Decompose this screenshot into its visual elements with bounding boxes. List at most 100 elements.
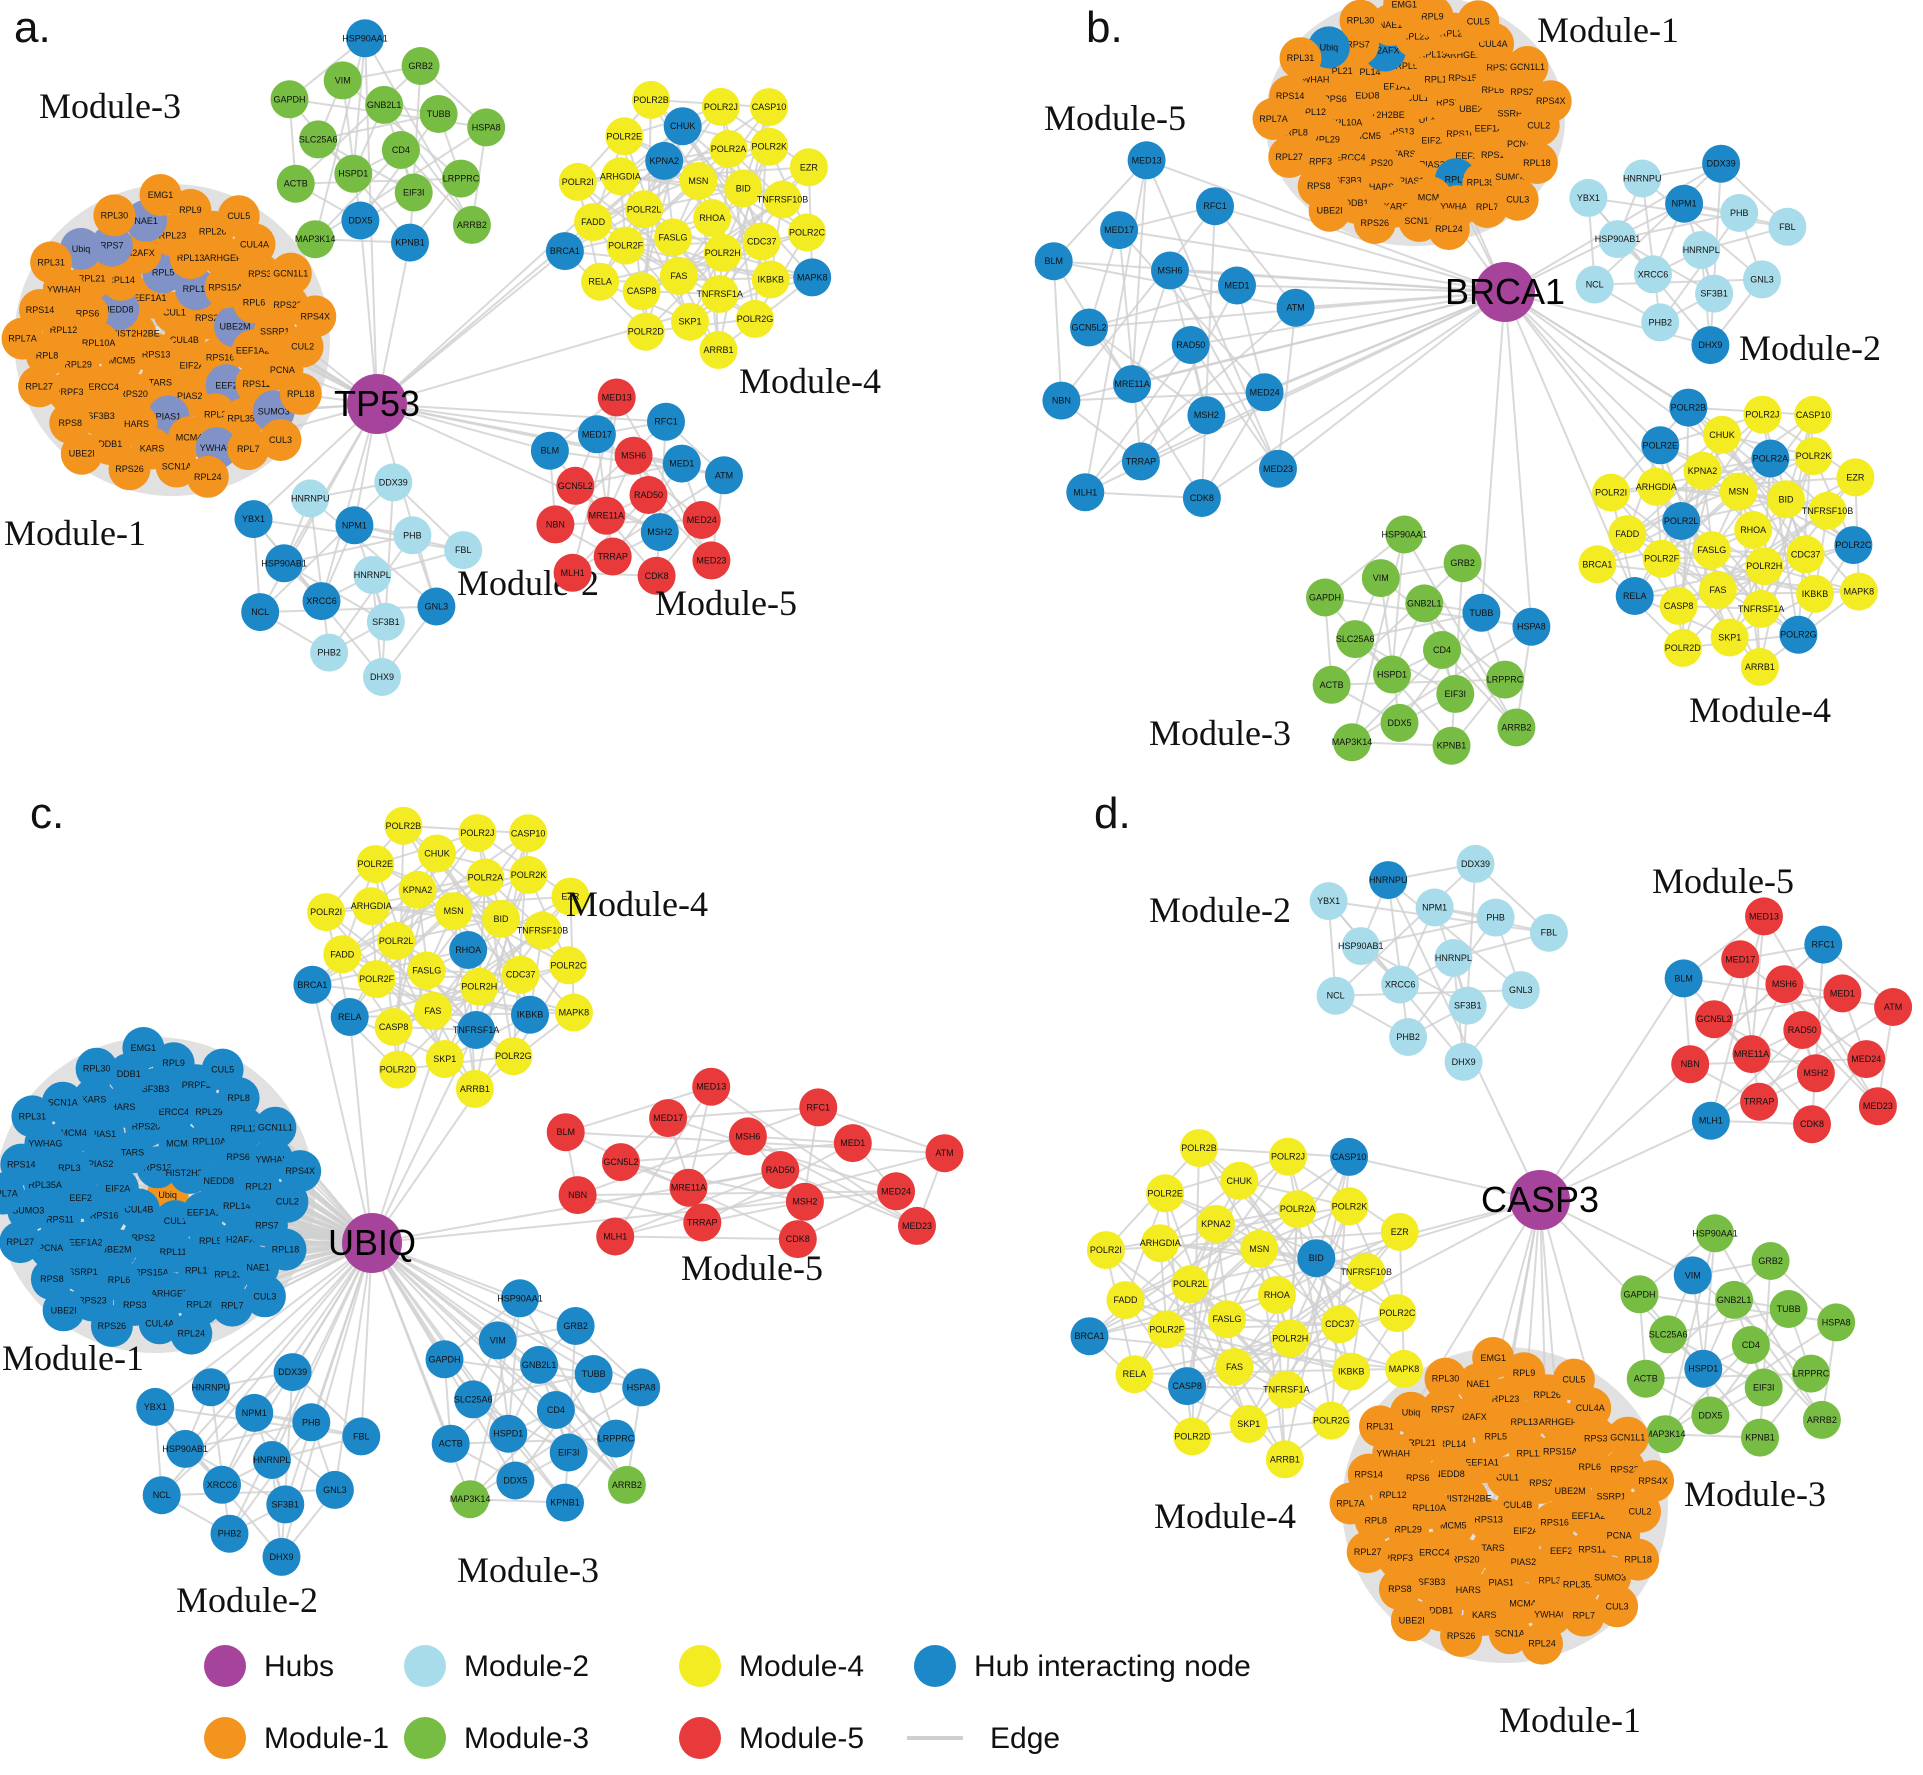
- node-CUL3[interactable]: [1496, 178, 1539, 221]
- node-HNRNPU[interactable]: [1623, 159, 1662, 198]
- node-VIM[interactable]: [478, 1321, 517, 1360]
- node-GRB2[interactable]: [556, 1307, 595, 1345]
- node-FAS[interactable]: [1698, 571, 1737, 609]
- node-CDC37[interactable]: [501, 955, 540, 994]
- node-HSP90AB1[interactable]: [265, 544, 304, 583]
- node-RPL7A[interactable]: [1, 317, 44, 360]
- node-GAPDH[interactable]: [270, 80, 309, 119]
- node-DHX9[interactable]: [1444, 1042, 1483, 1081]
- node-HSP90AA1[interactable]: [1385, 515, 1424, 554]
- node-SKP1[interactable]: [425, 1040, 464, 1078]
- node-CASP10[interactable]: [1330, 1137, 1369, 1176]
- node-GCN1L1[interactable]: [1506, 46, 1549, 88]
- node-TRRAP[interactable]: [1121, 442, 1160, 481]
- node-PHB[interactable]: [292, 1403, 331, 1442]
- node-MLH1[interactable]: [1691, 1101, 1730, 1140]
- node-RHOA[interactable]: [693, 199, 732, 237]
- node-RPS26[interactable]: [1440, 1615, 1483, 1657]
- node-KPNB1[interactable]: [1741, 1418, 1779, 1457]
- node-RPS26[interactable]: [1353, 202, 1396, 244]
- node-ATM[interactable]: [1874, 988, 1913, 1026]
- node-RPL18[interactable]: [279, 372, 322, 415]
- node-CUL3[interactable]: [243, 1275, 286, 1318]
- node-RPS26[interactable]: [108, 448, 151, 491]
- node-ARRB1[interactable]: [1265, 1440, 1304, 1479]
- node-CHUK[interactable]: [663, 107, 702, 146]
- node-MSN[interactable]: [1719, 472, 1758, 511]
- node-MED23[interactable]: [692, 541, 731, 580]
- node-FBL[interactable]: [1529, 913, 1568, 952]
- node-CD4[interactable]: [1423, 631, 1461, 669]
- node-MED1[interactable]: [662, 444, 701, 483]
- node-GNB2L1[interactable]: [1715, 1280, 1754, 1319]
- node-POLR2C[interactable]: [549, 946, 588, 985]
- node-TUBB[interactable]: [574, 1355, 613, 1393]
- node-EIF3I[interactable]: [1436, 674, 1475, 713]
- node-MAPK8[interactable]: [1385, 1349, 1423, 1388]
- node-CUL5[interactable]: [1457, 0, 1500, 43]
- node-HSPA8[interactable]: [467, 108, 506, 147]
- node-MRE11A[interactable]: [587, 496, 626, 535]
- node-POLR2L[interactable]: [377, 921, 416, 960]
- node-MED13[interactable]: [597, 378, 636, 417]
- node-MAPK8[interactable]: [1839, 572, 1878, 611]
- node-HNRNPL[interactable]: [1434, 939, 1473, 977]
- node-POLR2H[interactable]: [1271, 1319, 1310, 1358]
- node-NCL[interactable]: [1575, 265, 1614, 304]
- node-MED1[interactable]: [1218, 266, 1256, 305]
- node-NPM1[interactable]: [1415, 888, 1454, 927]
- node-RPS26[interactable]: [90, 1305, 133, 1347]
- node-SLC25A6[interactable]: [454, 1380, 493, 1419]
- node-YBX1[interactable]: [1309, 882, 1348, 921]
- node-RPL7[interactable]: [227, 428, 270, 471]
- node-KPNB1[interactable]: [546, 1483, 584, 1522]
- node-HSPA8[interactable]: [1512, 607, 1551, 646]
- node-RPL24[interactable]: [1427, 208, 1470, 250]
- node-LRPPRC[interactable]: [442, 159, 480, 198]
- node-DDX5[interactable]: [1691, 1396, 1730, 1435]
- node-EZR[interactable]: [1380, 1212, 1419, 1251]
- node-KPNA2[interactable]: [645, 141, 684, 180]
- node-POLR2F[interactable]: [1642, 539, 1681, 578]
- node-FAS[interactable]: [413, 991, 452, 1030]
- node-ARRB2[interactable]: [452, 205, 491, 244]
- node-CDC37[interactable]: [742, 222, 781, 261]
- node-ARHGDIA[interactable]: [1637, 467, 1676, 506]
- node-HSP90AB1[interactable]: [1341, 927, 1380, 966]
- node-YBX1[interactable]: [1569, 178, 1608, 217]
- node-SF3B1[interactable]: [1448, 986, 1487, 1025]
- node-RPS7[interactable]: [90, 224, 133, 267]
- node-BLM[interactable]: [546, 1113, 585, 1152]
- node-POLR2K[interactable]: [509, 856, 548, 894]
- node-LRPPRC[interactable]: [1792, 1354, 1830, 1393]
- node-EZR[interactable]: [789, 148, 828, 187]
- node-TNFRSF1A[interactable]: [1742, 589, 1781, 628]
- node-CDC37[interactable]: [1320, 1305, 1359, 1344]
- node-CUL5[interactable]: [201, 1048, 244, 1091]
- node-TUBB[interactable]: [1462, 593, 1501, 632]
- node-HSPD1[interactable]: [334, 154, 373, 193]
- node-CASP8[interactable]: [374, 1008, 413, 1046]
- node-MSH2[interactable]: [640, 513, 679, 552]
- node-ATM[interactable]: [1276, 288, 1315, 327]
- node-RFC1[interactable]: [799, 1088, 838, 1127]
- node-CUL5[interactable]: [1552, 1358, 1595, 1401]
- node-CUL3[interactable]: [259, 419, 302, 461]
- node-NCL[interactable]: [142, 1476, 181, 1515]
- node-GRB2[interactable]: [1751, 1242, 1790, 1280]
- node-MED24[interactable]: [682, 501, 721, 539]
- node-MLH1[interactable]: [553, 553, 592, 592]
- node-RPL24[interactable]: [186, 455, 229, 498]
- node-RPL30[interactable]: [93, 194, 136, 237]
- node-GNL3[interactable]: [315, 1470, 354, 1509]
- node-EZR[interactable]: [1836, 458, 1875, 497]
- node-DDX5[interactable]: [341, 201, 380, 240]
- node-DHX9[interactable]: [363, 658, 401, 696]
- node-TUBB[interactable]: [419, 95, 458, 133]
- node-UBE2I[interactable]: [60, 432, 103, 475]
- node-RPL30[interactable]: [1339, 0, 1382, 42]
- node-RPL31[interactable]: [1279, 37, 1322, 80]
- node-POLR2A[interactable]: [1751, 439, 1790, 478]
- node-GCN5L2[interactable]: [1695, 1000, 1734, 1039]
- node-POLR2B[interactable]: [1180, 1129, 1218, 1168]
